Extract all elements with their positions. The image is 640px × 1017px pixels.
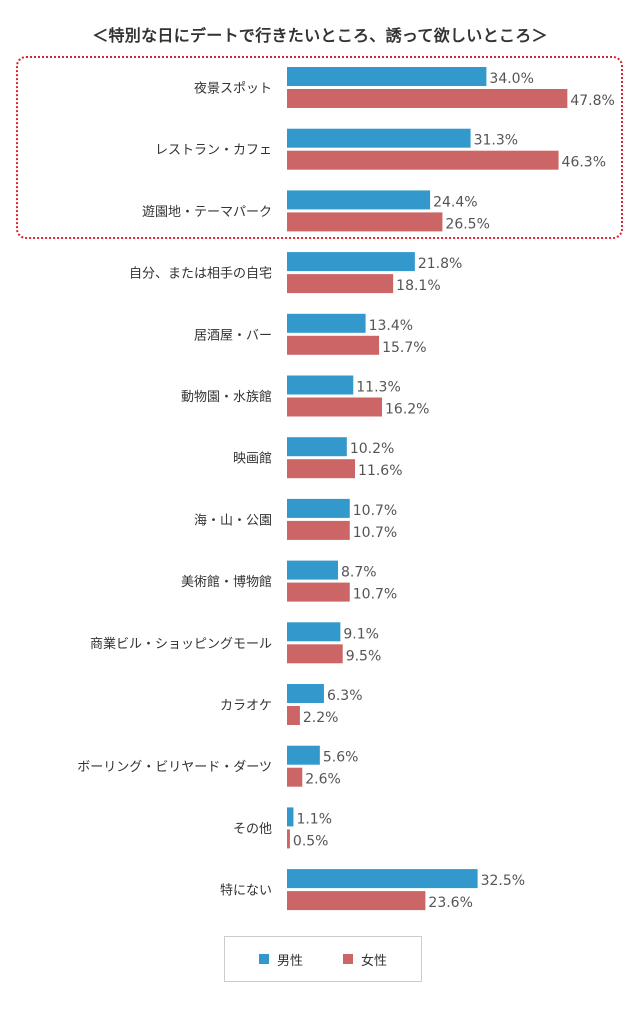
value-label-female: 9.5% [346, 648, 382, 664]
category-label: その他 [233, 822, 272, 837]
value-label-male: 1.1% [296, 811, 332, 827]
category-label: 映画館 [233, 452, 272, 467]
value-label-male: 32.5% [481, 873, 525, 889]
bar-female [287, 891, 426, 911]
bar-male [287, 190, 431, 210]
value-label-male: 8.7% [341, 565, 377, 581]
value-label-male: 10.2% [350, 441, 394, 457]
value-label-female: 46.3% [562, 155, 606, 171]
bar-female [287, 644, 343, 664]
category-label: 夜景スポット [194, 82, 272, 97]
value-label-male: 6.3% [327, 688, 363, 704]
bar-female [287, 582, 350, 602]
legend-swatch-male [258, 954, 269, 964]
value-label-female: 15.7% [382, 340, 426, 356]
chart-title: ＜特別な日にデートで行きたいところ、誘って欲しいところ＞ [92, 26, 548, 45]
value-label-male: 10.7% [353, 503, 397, 519]
value-label-female: 18.1% [396, 278, 440, 294]
value-label-male: 24.4% [433, 194, 477, 210]
bar-female [287, 706, 300, 725]
value-label-female: 0.5% [293, 833, 329, 849]
bar-male [287, 375, 354, 395]
category-label: 特にない [220, 884, 272, 899]
category-label: 居酒屋・バー [194, 328, 272, 343]
bar-male [287, 498, 350, 518]
bar-male [287, 807, 294, 827]
value-label-male: 5.6% [323, 750, 359, 766]
value-label-male: 9.1% [343, 626, 379, 642]
value-label-female: 10.7% [353, 587, 397, 603]
value-label-female: 10.7% [353, 525, 397, 541]
bar-female [287, 520, 350, 540]
category-label: 商業ビル・ショッピングモール [90, 636, 272, 652]
category-label: 自分、または相手の自宅 [129, 267, 272, 282]
category-label: 海・山・公園 [194, 513, 272, 528]
bar-female [287, 274, 394, 294]
category-label: 遊園地・テーマパーク [142, 205, 272, 220]
category-label: カラオケ [220, 699, 272, 714]
bar-female [287, 459, 356, 479]
value-label-male: 34.0% [489, 71, 533, 87]
legend: 男性 女性 [224, 936, 422, 982]
bar-female [287, 335, 380, 355]
legend-label-male: 男性 [276, 953, 303, 969]
bar-chart: 夜景スポット 34.0% 47.8% レストラン・カフェ 31.3% 46.3% 遊園地・テ… [77, 67, 615, 911]
bar-female [287, 767, 303, 787]
bar-female [287, 397, 383, 417]
value-label-female: 16.2% [385, 402, 429, 418]
category-label: レストラン・カフェ [155, 143, 272, 158]
value-label-male: 21.8% [418, 256, 462, 272]
category-label: 美術館・博物館 [181, 575, 272, 590]
legend-item-female: 女性 [343, 950, 387, 969]
bar-male [287, 252, 415, 272]
value-label-female: 2.2% [303, 710, 339, 726]
value-label-female: 47.8% [570, 93, 614, 109]
bar-female [287, 212, 443, 232]
legend-label-female: 女性 [361, 953, 388, 969]
value-label-female: 26.5% [445, 216, 489, 232]
value-label-female: 2.6% [305, 772, 341, 788]
highlight-box [16, 56, 623, 239]
bar-male [287, 67, 487, 86]
legend-swatch-female [343, 954, 353, 964]
category-label: ボーリング・ビリヤード・ダーツ [77, 760, 272, 775]
value-label-female: 11.6% [358, 463, 402, 479]
category-label: 動物園・水族館 [181, 389, 272, 405]
value-label-female: 23.6% [428, 895, 472, 911]
bar-male [287, 560, 339, 580]
bar-male [287, 745, 320, 765]
legend-item-male: 男性 [258, 950, 303, 969]
bar-male [287, 437, 347, 457]
value-label-male: 31.3% [474, 133, 518, 149]
bar-male [287, 622, 341, 642]
bar-female [287, 89, 568, 108]
value-label-male: 11.3% [356, 380, 400, 396]
bar-female [287, 829, 290, 849]
bar-female [287, 150, 559, 170]
bar-male [287, 684, 324, 703]
bar-male [287, 869, 478, 889]
value-label-male: 13.4% [369, 318, 413, 334]
bar-male [287, 313, 366, 333]
bar-male [287, 128, 471, 148]
